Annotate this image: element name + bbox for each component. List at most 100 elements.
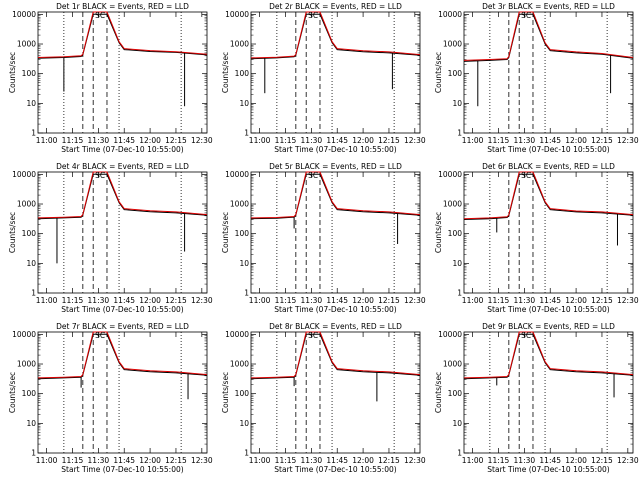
y-tick-label: 100: [22, 229, 37, 238]
x-axis-label: Start Time (07-Dec-10 10:55:00): [61, 305, 183, 314]
y-tick-label: 10000: [225, 170, 249, 179]
x-tick-label: 12:30: [404, 296, 426, 305]
events-series-line: [37, 333, 208, 380]
chart-panel: Det 4r BLACK = Events, RED = LLD 1 10 100 10…: [0, 160, 213, 320]
chart-svg: Det 5r BLACK = Events, RED = LLD 1 10 100 10…: [221, 162, 426, 314]
y-tick-label: 10000: [438, 330, 462, 339]
x-axis-label: Start Time (07-Dec-10 10:55:00): [487, 145, 609, 154]
chart-svg: Det 6r BLACK = Events, RED = LLD 1 10 100 10…: [434, 162, 639, 314]
chart-panel: Det 7r BLACK = Events, RED = LLD 1 10 100 10…: [0, 320, 213, 480]
y-tick-label: 1000: [230, 360, 249, 369]
events-series-line: [250, 173, 421, 220]
y-tick-label: 100: [22, 69, 37, 78]
x-tick-label: 11:45: [539, 136, 561, 145]
x-tick-label: 11:00: [462, 456, 484, 465]
x-tick-label: 11:30: [88, 456, 110, 465]
x-axis-label: Start Time (07-Dec-10 10:55:00): [61, 145, 183, 154]
x-tick-label: 11:30: [514, 456, 536, 465]
y-tick-label: 10: [239, 99, 249, 108]
x-tick-label: 12:00: [352, 136, 374, 145]
y-tick-label: 1: [244, 449, 249, 458]
y-tick-label: 1: [457, 449, 462, 458]
y-tick-label: 10: [239, 259, 249, 268]
x-tick-label: 11:45: [326, 296, 348, 305]
y-tick-label: 100: [235, 69, 250, 78]
lld-series-line: [463, 171, 634, 220]
x-axis-label: Start Time (07-Dec-10 10:55:00): [274, 145, 396, 154]
chart-svg: Det 4r BLACK = Events, RED = LLD 1 10 100 10…: [8, 162, 213, 314]
x-tick-label: 12:15: [591, 136, 613, 145]
x-tick-label: 11:00: [249, 136, 271, 145]
chart-title: Det 5r BLACK = Events, RED = LLD: [269, 162, 402, 171]
x-tick-label: 11:30: [88, 296, 110, 305]
y-axis-label: Counts/sec: [434, 212, 443, 253]
y-tick-label: 1: [457, 289, 462, 298]
x-tick-label: 12:00: [352, 456, 374, 465]
plot-frame: [37, 331, 208, 454]
y-tick-label: 10: [239, 419, 249, 428]
y-axis-label: Counts/sec: [8, 372, 17, 413]
x-tick-label: 11:30: [301, 296, 323, 305]
y-tick-label: 10000: [12, 10, 36, 19]
x-tick-label: 12:00: [565, 456, 587, 465]
lld-series-line: [37, 11, 208, 58]
saa-annotation: SC: [308, 171, 318, 180]
x-tick-label: 11:15: [488, 296, 510, 305]
x-tick-label: 11:15: [62, 296, 84, 305]
y-tick-label: 10000: [438, 10, 462, 19]
x-tick-label: 11:00: [36, 456, 58, 465]
x-tick-label: 12:00: [565, 296, 587, 305]
y-tick-label: 10000: [12, 330, 36, 339]
saa-annotation: SC: [308, 331, 318, 340]
x-tick-label: 11:00: [462, 136, 484, 145]
y-tick-label: 1000: [443, 200, 462, 209]
events-series-line: [463, 333, 634, 380]
y-tick-label: 10: [26, 259, 36, 268]
x-tick-label: 12:15: [378, 456, 400, 465]
chart-svg: Det 1r BLACK = Events, RED = LLD 1 10 100 10…: [8, 2, 213, 154]
x-axis-label: Start Time (07-Dec-10 10:55:00): [61, 465, 183, 474]
x-tick-label: 12:30: [617, 136, 639, 145]
x-tick-label: 12:00: [352, 296, 374, 305]
lld-series-line: [37, 171, 208, 219]
x-tick-label: 11:00: [36, 136, 58, 145]
saa-annotation: SC: [308, 11, 318, 20]
x-tick-label: 11:15: [275, 296, 297, 305]
y-tick-label: 1: [31, 289, 36, 298]
plot-frame: [37, 11, 208, 134]
x-tick-label: 11:30: [301, 456, 323, 465]
x-tick-label: 11:45: [113, 136, 135, 145]
x-tick-label: 11:45: [326, 456, 348, 465]
y-axis-label: Counts/sec: [221, 52, 230, 93]
x-tick-label: 12:15: [378, 296, 400, 305]
lld-series-line: [463, 11, 634, 61]
chart-svg: Det 9r BLACK = Events, RED = LLD 1 10 100 10…: [434, 322, 639, 474]
chart-panel: Det 6r BLACK = Events, RED = LLD 1 10 100 10…: [426, 160, 639, 320]
saa-annotation: SC: [95, 331, 105, 340]
y-tick-label: 10000: [225, 330, 249, 339]
chart-panel: Det 9r BLACK = Events, RED = LLD 1 10 100 10…: [426, 320, 639, 480]
x-tick-label: 11:00: [249, 296, 271, 305]
x-tick-label: 11:45: [113, 456, 135, 465]
y-axis-label: Counts/sec: [434, 372, 443, 413]
y-tick-label: 1: [244, 129, 249, 138]
y-axis-label: Counts/sec: [8, 52, 17, 93]
saa-annotation: SC: [95, 11, 105, 20]
plot-frame: [463, 11, 634, 134]
chart-title: Det 2r BLACK = Events, RED = LLD: [269, 2, 402, 11]
y-tick-label: 1000: [443, 360, 462, 369]
x-tick-label: 12:00: [139, 456, 161, 465]
x-axis-label: Start Time (07-Dec-10 10:55:00): [487, 305, 609, 314]
chart-panel: Det 2r BLACK = Events, RED = LLD 1 10 100 10…: [213, 0, 426, 160]
events-series-line: [250, 13, 421, 60]
plot-frame: [250, 331, 421, 454]
y-tick-label: 1000: [230, 200, 249, 209]
plot-frame: [37, 171, 208, 294]
y-axis-label: Counts/sec: [221, 372, 230, 413]
x-tick-label: 12:15: [165, 136, 187, 145]
x-tick-label: 11:15: [275, 456, 297, 465]
chart-svg: Det 8r BLACK = Events, RED = LLD 1 10 100 10…: [221, 322, 426, 474]
chart-title: Det 1r BLACK = Events, RED = LLD: [56, 2, 189, 11]
x-tick-label: 12:30: [191, 136, 213, 145]
